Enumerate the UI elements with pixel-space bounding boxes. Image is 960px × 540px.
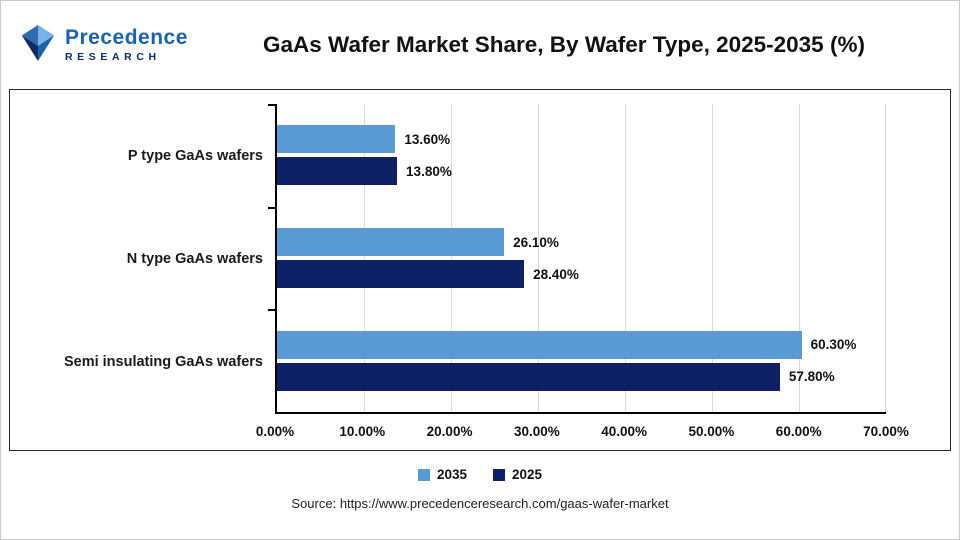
bar-group-n-type: 26.10% 28.40%	[277, 207, 886, 310]
logo-name: Precedence	[65, 26, 188, 50]
gridline	[363, 104, 365, 412]
bar-2035-n-type	[277, 228, 505, 256]
legend-label: 2025	[512, 467, 543, 482]
legend: 2035 2025	[1, 467, 959, 482]
bar-value-label: 28.40%	[533, 266, 579, 282]
bar-value-label: 60.30%	[810, 337, 857, 353]
x-axis: 0.00% 10.00% 20.00% 30.00% 40.00% 50.00%…	[256, 414, 909, 446]
bar-row-2035: 13.60%	[277, 125, 886, 154]
x-tick-label: 30.00%	[513, 424, 560, 439]
logo-text: Precedence RESEARCH	[65, 27, 188, 63]
bar-value-label: 13.80%	[406, 163, 452, 179]
bar-value-label: 13.60%	[404, 131, 451, 147]
logo-icon	[19, 24, 57, 67]
bar-row-2025: 13.80%	[277, 157, 886, 186]
bar-group-p-type: 13.60% 13.80%	[277, 104, 886, 207]
source-text: Source: https://www.precedenceresearch.c…	[291, 496, 669, 511]
chart-panel: P type GaAs wafers N type GaAs wafers Se…	[9, 89, 951, 451]
category-label: Semi insulating GaAs wafers	[63, 354, 263, 371]
gridline	[711, 104, 713, 412]
gridline	[450, 104, 452, 412]
chart-body: P type GaAs wafers N type GaAs wafers Se…	[10, 104, 886, 414]
bar-2025-n-type	[277, 260, 525, 288]
category-label: P type GaAs wafers	[127, 147, 263, 164]
bar-groups: 13.60% 13.80% 26.10%	[277, 104, 886, 412]
chart-title: GaAs Wafer Market Share, By Wafer Type, …	[263, 32, 865, 57]
y-axis-tick	[268, 206, 277, 209]
logo-subname: RESEARCH	[65, 51, 161, 64]
x-tick-label: 50.00%	[688, 424, 735, 439]
bar-row-2025: 28.40%	[277, 260, 886, 288]
legend-swatch-2035	[417, 468, 430, 481]
bar-2025-semi-insulating	[277, 362, 780, 391]
y-axis-tick	[268, 104, 277, 106]
category-axis: P type GaAs wafers N type GaAs wafers Se…	[10, 104, 275, 414]
bar-2035-p-type	[277, 125, 396, 154]
x-tick-label: 20.00%	[426, 424, 473, 439]
x-tick-label: 40.00%	[601, 424, 648, 439]
logo: Precedence RESEARCH	[19, 24, 197, 67]
gridline	[537, 104, 539, 412]
bar-value-label: 57.80%	[788, 369, 835, 385]
gridline	[885, 104, 886, 412]
bar-row-2035: 26.10%	[277, 228, 886, 256]
x-tick-label: 0.00%	[255, 424, 295, 439]
y-axis-tick	[268, 309, 277, 312]
bar-2025-p-type	[277, 157, 398, 186]
x-tick-label: 10.00%	[339, 424, 386, 439]
gridline	[624, 104, 626, 412]
gridline	[798, 104, 800, 412]
bar-value-label: 26.10%	[513, 234, 559, 250]
legend-item-2035: 2035	[417, 467, 467, 482]
legend-label: 2035	[436, 467, 467, 482]
x-tick-label: 60.00%	[775, 424, 822, 439]
header: Precedence RESEARCH GaAs Wafer Market Sh…	[1, 1, 959, 89]
legend-item-2025: 2025	[493, 467, 542, 482]
category-label: N type GaAs wafers	[126, 250, 263, 267]
legend-swatch-2025	[493, 468, 505, 481]
plot-area: 13.60% 13.80% 26.10%	[268, 104, 886, 414]
bar-row-2035: 60.30%	[277, 330, 886, 359]
bar-row-2025: 57.80%	[277, 362, 886, 391]
x-tick-label: 70.00%	[863, 424, 909, 439]
bar-2035-semi-insulating	[277, 330, 802, 359]
bar-group-semi-insulating: 60.30% 57.80%	[277, 309, 886, 412]
